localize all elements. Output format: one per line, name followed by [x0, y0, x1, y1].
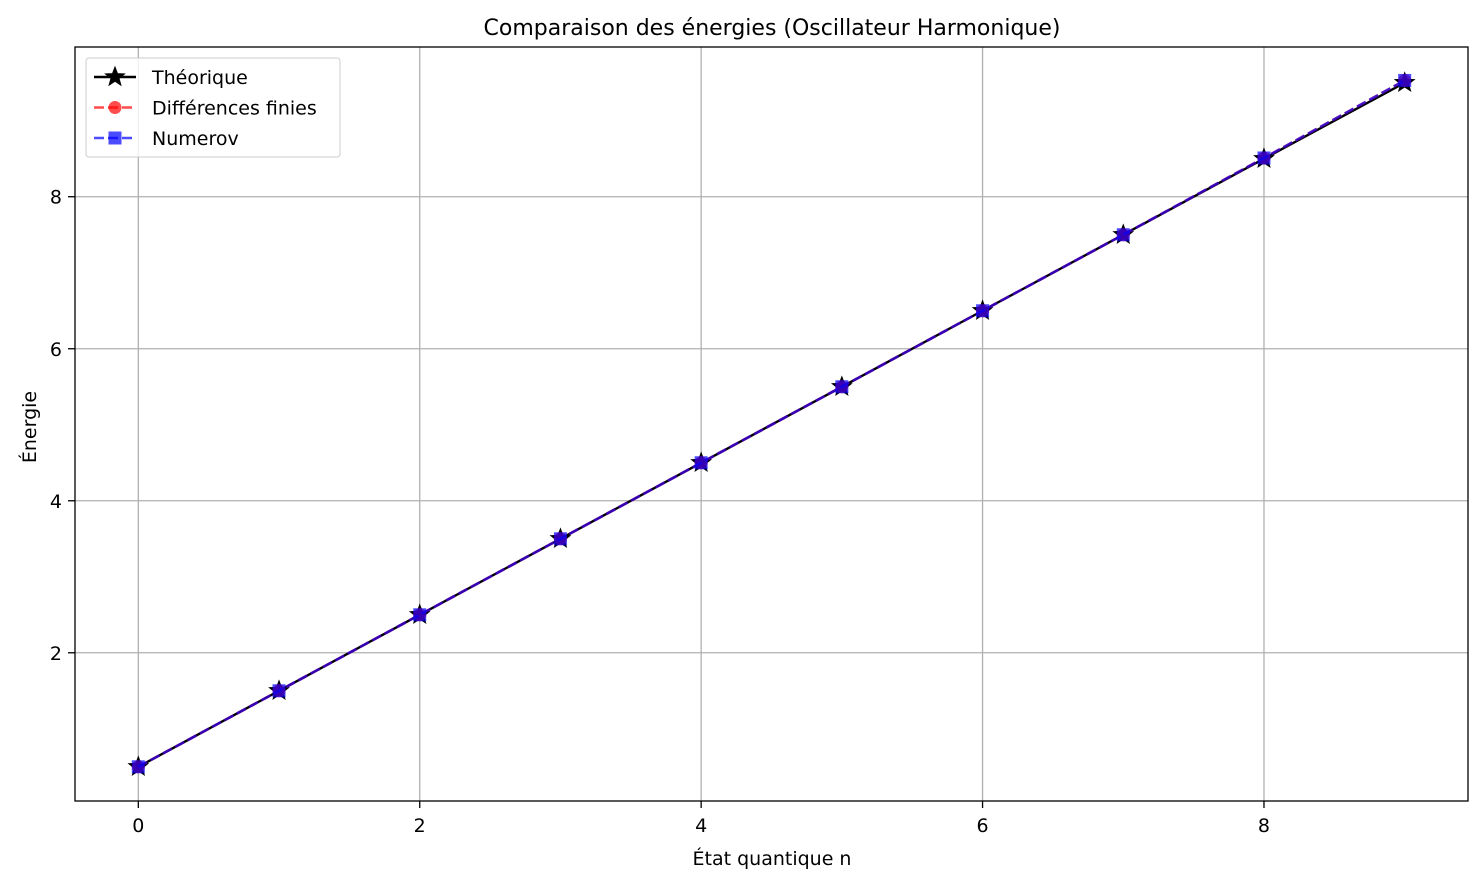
series-lines — [127, 71, 1416, 777]
legend-marker — [108, 101, 122, 114]
plot-frame — [74, 46, 1469, 802]
series-line — [137, 79, 1406, 768]
y-tick-label: 4 — [50, 491, 62, 513]
grid — [75, 47, 1468, 801]
data-point — [131, 760, 145, 774]
data-point — [1257, 151, 1271, 165]
legend-entry: Différences finies — [94, 98, 317, 120]
series-numerov — [131, 73, 1412, 774]
data-point — [413, 608, 427, 622]
data-point — [272, 684, 286, 698]
axis-ticks: 0 2 4 6 8 2 4 6 8 — [50, 187, 1270, 837]
legend-marker — [104, 65, 126, 87]
x-tick-label: 4 — [695, 815, 707, 837]
x-tick-label: 6 — [977, 815, 989, 837]
x-tick-label: 2 — [414, 815, 426, 837]
x-tick-label: 8 — [1258, 815, 1270, 837]
data-point — [694, 456, 708, 470]
y-tick-label: 6 — [50, 339, 62, 361]
legend: Théorique Différences finies Numerov — [85, 57, 341, 158]
data-point — [553, 532, 567, 546]
x-tick-label: 0 — [132, 815, 144, 837]
legend-entry: Numerov — [94, 128, 239, 150]
y-tick-label: 8 — [50, 187, 62, 209]
x-axis-label: État quantique n — [693, 847, 852, 870]
y-tick-label: 2 — [50, 643, 62, 665]
legend-entry: Théorique — [94, 65, 248, 89]
legend-label: Numerov — [152, 128, 239, 150]
data-point — [835, 380, 849, 394]
legend-box — [85, 57, 341, 158]
data-point — [1398, 73, 1412, 87]
legend-label: Différences finies — [152, 98, 317, 120]
data-point — [1116, 228, 1130, 242]
data-point — [976, 304, 990, 318]
y-axis-label: Énergie — [18, 391, 41, 463]
chart-title: Comparaison des énergies (Oscillateur Ha… — [484, 16, 1061, 41]
legend-label: Théorique — [151, 67, 248, 89]
legend-marker — [108, 131, 122, 145]
legend-entries: Théorique Différences finies Numerov — [94, 65, 317, 150]
